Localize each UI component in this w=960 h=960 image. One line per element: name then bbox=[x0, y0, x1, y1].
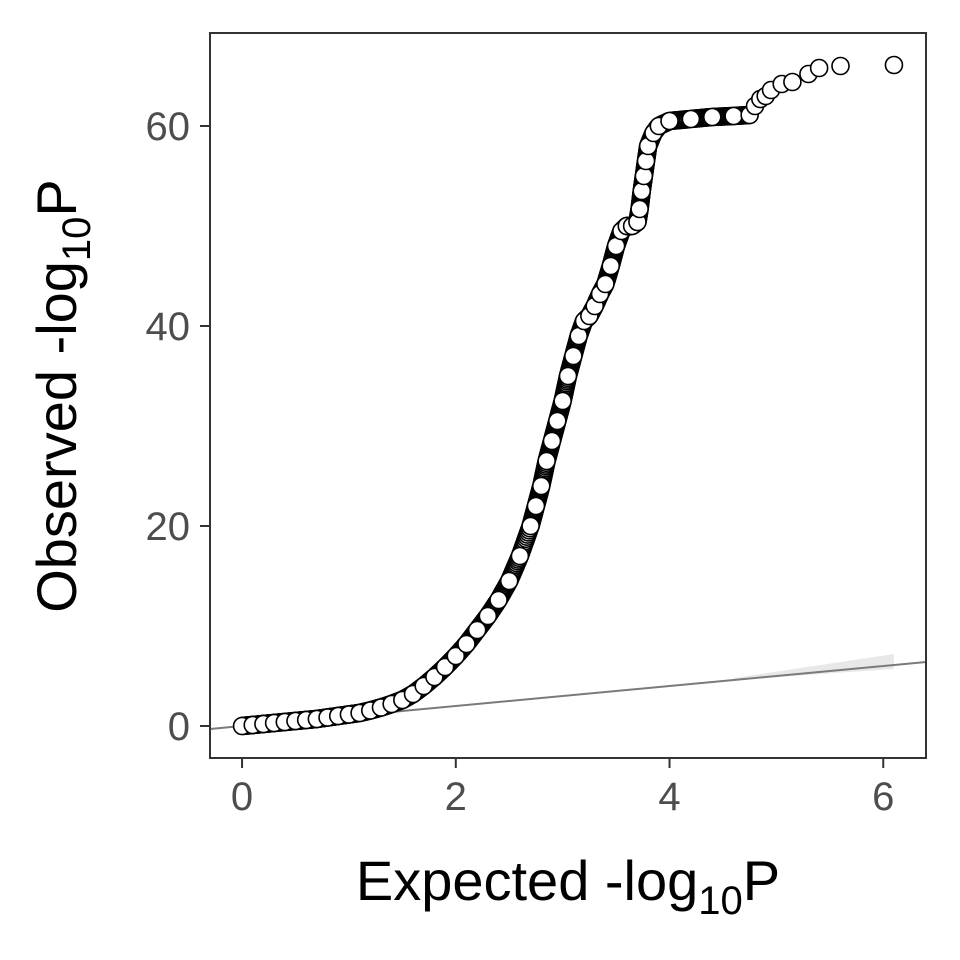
data-point bbox=[435, 657, 455, 677]
data-point bbox=[724, 106, 743, 126]
data-point bbox=[601, 256, 621, 276]
data-points bbox=[232, 55, 904, 736]
data-point bbox=[884, 55, 904, 75]
data-point bbox=[478, 606, 498, 626]
data-point bbox=[660, 111, 679, 131]
plot-border bbox=[209, 32, 927, 759]
data-point bbox=[521, 516, 540, 536]
data-point bbox=[526, 496, 546, 516]
x-tick-label: 4 bbox=[658, 775, 680, 819]
data-point bbox=[596, 274, 615, 294]
x-tick-label: 6 bbox=[872, 775, 894, 819]
data-point bbox=[783, 72, 802, 92]
data-point bbox=[558, 366, 578, 386]
data-point bbox=[467, 620, 487, 640]
data-point bbox=[489, 590, 508, 610]
plot-area bbox=[210, 55, 926, 736]
data-point bbox=[564, 346, 583, 366]
data-point bbox=[702, 107, 722, 127]
data-point bbox=[548, 411, 567, 431]
x-axis-title: Expected -log10P bbox=[356, 849, 780, 923]
data-point bbox=[531, 476, 551, 496]
data-point bbox=[831, 56, 850, 76]
y-tick-label: 20 bbox=[146, 505, 191, 549]
x-tick-label: 2 bbox=[445, 775, 467, 819]
data-point bbox=[446, 646, 466, 666]
data-point bbox=[537, 451, 556, 471]
data-point bbox=[809, 58, 829, 78]
y-tick-label: 40 bbox=[146, 305, 191, 349]
data-point bbox=[510, 546, 530, 566]
y-tick-label: 0 bbox=[168, 705, 190, 749]
data-point bbox=[681, 109, 701, 129]
confidence-band bbox=[733, 654, 894, 680]
y-axis-title: Observed -log10P bbox=[25, 179, 99, 613]
y-tick-label: 60 bbox=[146, 105, 191, 149]
data-point bbox=[457, 634, 476, 654]
data-point bbox=[553, 391, 572, 411]
x-tick-label: 0 bbox=[231, 775, 253, 819]
data-point bbox=[630, 199, 649, 219]
data-point bbox=[499, 571, 519, 591]
y-axis-ticks: 0 20 40 60 bbox=[146, 105, 210, 749]
x-axis-ticks: 0 2 4 6 bbox=[231, 758, 894, 819]
data-point bbox=[542, 431, 562, 451]
